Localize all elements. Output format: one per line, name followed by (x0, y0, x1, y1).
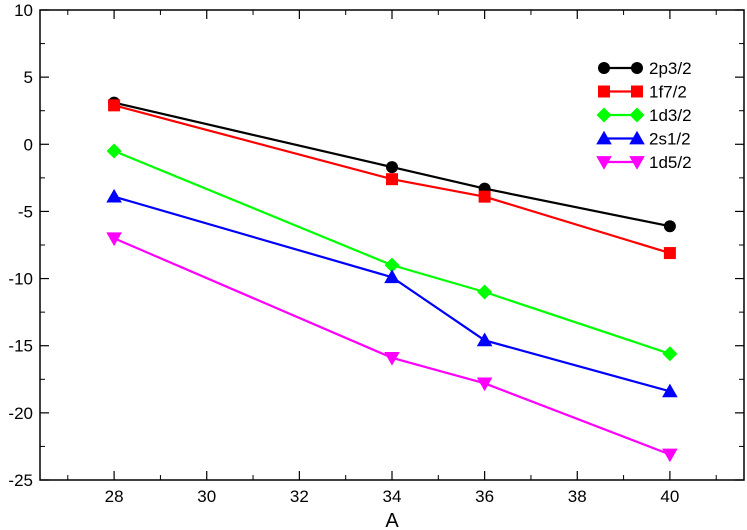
legend-marker-end (631, 62, 643, 74)
data-point-1d5-2 (106, 232, 122, 247)
series-2s1-2 (106, 188, 678, 398)
data-point-1d3-2 (477, 284, 493, 300)
data-point-1f7-2 (108, 99, 121, 112)
x-axis: 28 30 32 34 36 38 40 (67, 10, 717, 506)
legend-item-1f7-2: 1f7/2 (598, 83, 687, 102)
data-point-1f7-2 (663, 247, 676, 260)
y-tick-label: -20 (8, 404, 33, 423)
y-tick-label: -15 (8, 337, 33, 356)
series-line-1f7-2 (113, 104, 671, 255)
legend-marker-start (598, 85, 610, 98)
y-axis: 10 5 0 -5 -10 -15 -20 -25 (8, 1, 744, 490)
data-point-2s1-2 (662, 383, 678, 398)
data-point-2s1-2 (384, 269, 400, 284)
legend-marker-start (596, 107, 612, 123)
x-tick-label: 28 (105, 487, 124, 506)
legend: 2p3/2 1f7/2 1d3/2 2s1/2 1d5/2 (596, 59, 692, 172)
data-point-1f7-2 (478, 190, 491, 203)
y-tick-label: 0 (24, 135, 33, 154)
series-1d3-2 (106, 143, 678, 362)
data-point-2p3-2 (663, 220, 676, 233)
y-tick-label: 5 (24, 68, 33, 87)
data-point-1d3-2 (384, 257, 400, 273)
series-1f7-2 (108, 99, 676, 260)
data-point-1f7-2 (386, 173, 398, 186)
data-point-1d5-2 (476, 377, 493, 392)
data-point-1d3-2 (106, 143, 122, 159)
legend-marker-end (629, 107, 645, 123)
legend-marker-end (631, 85, 643, 98)
data-point-1d5-2 (384, 351, 400, 366)
series-2p3-2 (108, 96, 676, 233)
y-tick-label: -25 (8, 471, 33, 490)
data-point-1d3-2 (662, 346, 678, 362)
legend-item-1d3-2: 1d3/2 (596, 106, 692, 125)
legend-marker-start (598, 62, 610, 74)
y-tick-label: -5 (18, 202, 33, 221)
x-tick-label: 38 (568, 487, 587, 506)
data-point-1d5-2 (662, 448, 678, 463)
legend-label: 1f7/2 (649, 83, 687, 102)
legend-label: 2p3/2 (649, 59, 692, 78)
legend-label: 1d3/2 (649, 106, 692, 125)
series-layer (106, 96, 678, 463)
legend-label: 2s1/2 (649, 130, 691, 149)
x-axis-title: A (385, 510, 399, 530)
data-point-2s1-2 (106, 188, 122, 203)
legend-marker-end (629, 130, 645, 145)
plot-frame (39, 9, 745, 481)
series-line-2p3-2 (113, 101, 671, 228)
x-tick-label: 36 (475, 487, 494, 506)
series-line-1d5-2 (113, 237, 671, 456)
legend-item-1d5-2: 1d5/2 (596, 153, 692, 172)
series-line-1d3-2 (113, 149, 671, 355)
series-line-2s1-2 (113, 195, 671, 393)
y-tick-label: 10 (14, 1, 33, 20)
legend-item-2p3-2: 2p3/2 (598, 59, 692, 78)
y-tick-label: -10 (8, 270, 33, 289)
data-point-2p3-2 (386, 161, 398, 174)
x-tick-label: 32 (290, 487, 309, 506)
series-1d5-2 (106, 232, 678, 463)
legend-label: 1d5/2 (649, 153, 692, 172)
legend-marker-start (596, 130, 612, 145)
legend-marker-end (629, 156, 645, 170)
x-tick-label: 40 (660, 487, 679, 506)
legend-marker-start (596, 156, 612, 170)
x-tick-label: 34 (383, 487, 402, 506)
data-point-2s1-2 (476, 332, 493, 347)
legend-item-2s1-2: 2s1/2 (596, 130, 691, 149)
x-tick-label: 30 (197, 487, 216, 506)
